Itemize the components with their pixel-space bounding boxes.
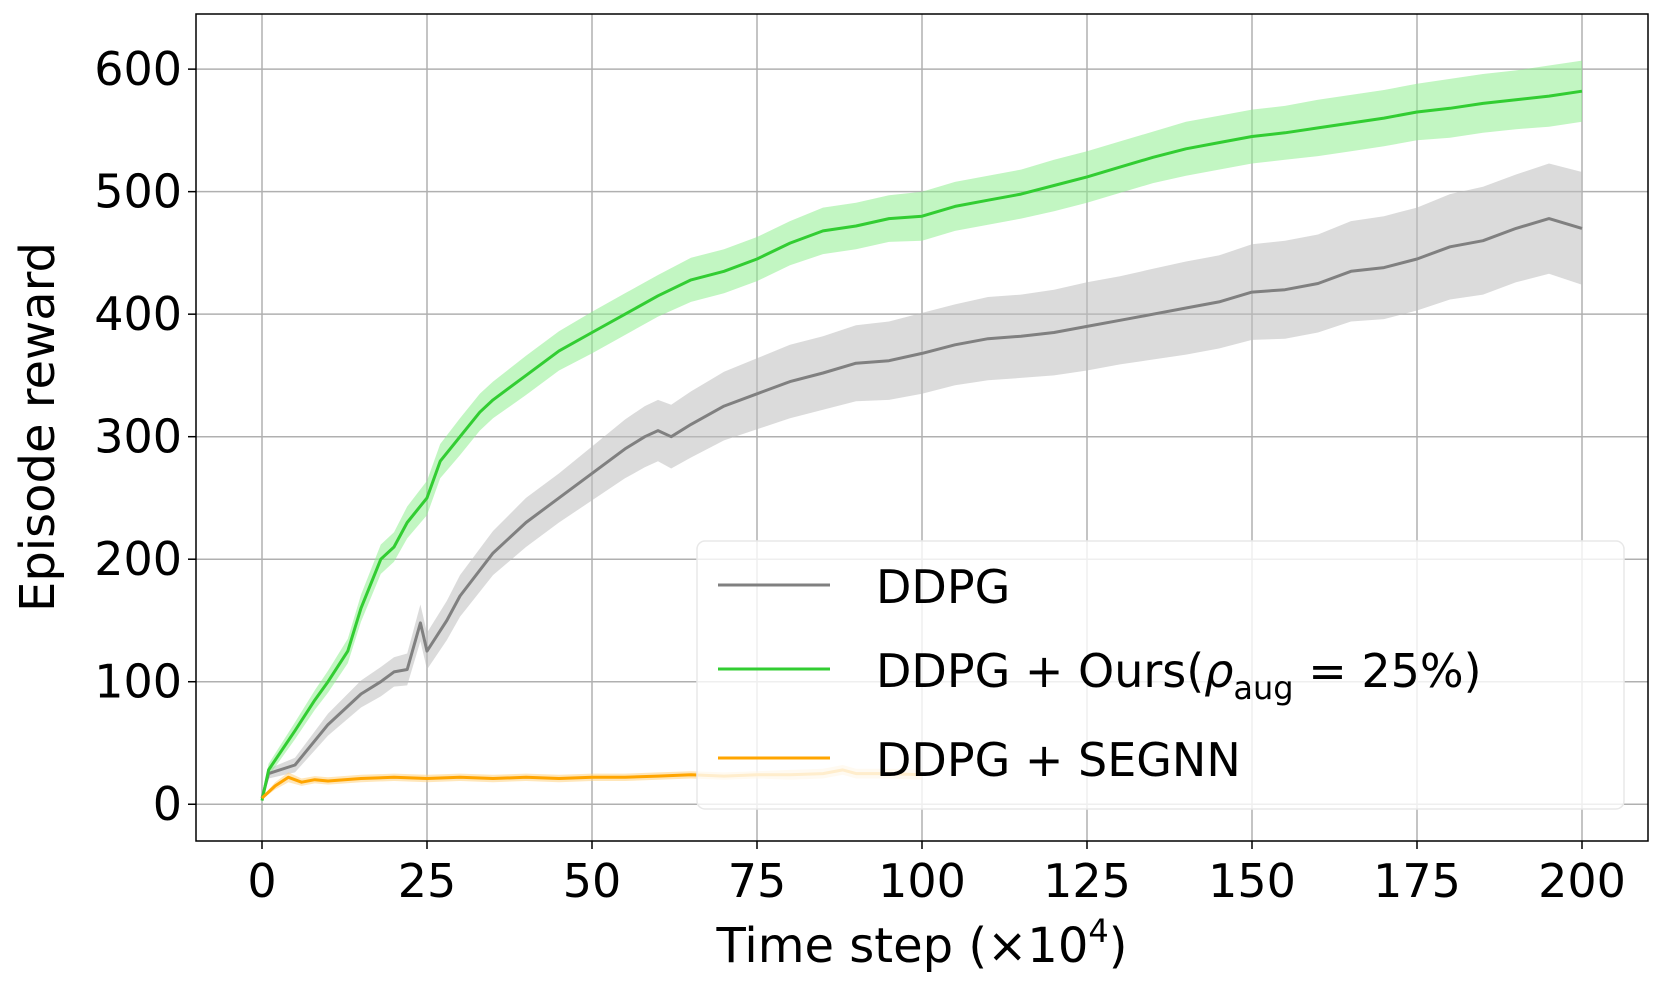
y-axis-label: Episode reward — [10, 242, 66, 612]
legend-subscript-aug: aug — [1233, 669, 1293, 707]
y-tick-label-500: 500 — [94, 165, 182, 219]
legend-rho-value: = 25%) — [1294, 644, 1482, 698]
x-axis-label: Time step (×104) — [716, 912, 1128, 974]
x-axis-label-suffix: ) — [1109, 918, 1128, 974]
legend-label-segnn: DDPG + SEGNN — [876, 733, 1241, 787]
y-tick-label-200: 200 — [94, 532, 182, 586]
y-tick-label-0: 0 — [153, 777, 182, 831]
x-tick-label-50: 50 — [563, 854, 622, 908]
band-ddpg-ours — [262, 60, 1582, 804]
y-tick-label-100: 100 — [94, 655, 182, 709]
legend-label-ours: DDPG + Ours(ρaug = 25%) — [876, 644, 1482, 707]
legend-box — [696, 540, 1625, 810]
x-tick-label-25: 25 — [398, 854, 457, 908]
x-tick-label-150: 150 — [1208, 854, 1296, 908]
x-tick-label-100: 100 — [878, 854, 966, 908]
y-tick-label-400: 400 — [94, 287, 182, 341]
line-ddpg — [260, 217, 1583, 799]
x-axis-label-superscript: 4 — [1088, 912, 1108, 950]
x-tick-label-175: 175 — [1373, 854, 1461, 908]
x-tick-label-200: 200 — [1538, 854, 1626, 908]
legend-label-ddpg: DDPG — [876, 560, 1010, 614]
line-ddpg-ours — [260, 89, 1583, 801]
band-ddpg — [262, 163, 1582, 801]
x-tick-label-0: 0 — [247, 854, 276, 908]
y-tick-label-300: 300 — [94, 410, 182, 464]
x-tick-label-125: 125 — [1043, 854, 1131, 908]
x-tick-label-75: 75 — [728, 854, 787, 908]
y-tick-label-600: 600 — [94, 42, 182, 96]
y-axis-ticks: 0 100 200 300 400 500 600 — [94, 42, 196, 831]
legend-rho-symbol: ρ — [1204, 644, 1233, 698]
x-axis-ticks: 0 25 50 75 100 125 150 175 200 — [247, 841, 1626, 908]
legend: DDPG DDPG + Ours(ρaug = 25%) DDPG + SEGN… — [696, 540, 1625, 810]
